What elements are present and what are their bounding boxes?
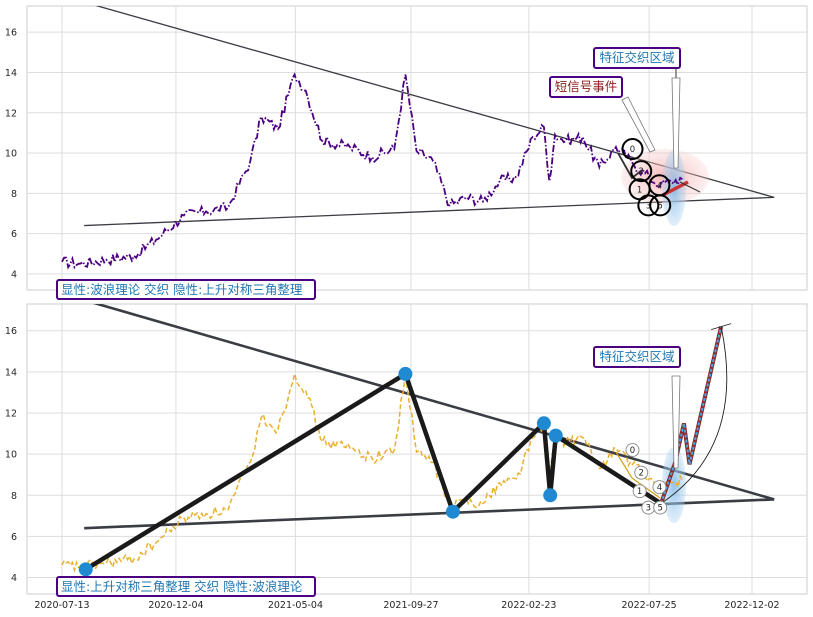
x-tick-label: 2022-02-23 xyxy=(501,600,556,611)
bottom-chart-panel: 4 6 8 10 12 14 16 0 2 13 4 5 特征交织区域 显性:上升对称三角整理 交织… xyxy=(5,303,808,611)
wave-circle-label: 3 xyxy=(646,201,651,211)
x-tick-label: 2020-12-04 xyxy=(148,600,203,611)
wave-circle-label: 2 xyxy=(639,469,644,479)
y-tick-label: 10 xyxy=(5,149,17,160)
y-tick-label: 6 xyxy=(11,532,17,543)
x-tick-label: 2021-05-04 xyxy=(268,600,323,611)
short-signal-label: 短信号事件 xyxy=(555,79,618,94)
y-tick-label: 16 xyxy=(5,326,17,337)
top-feature-zone-annotation: 特征交织区域 xyxy=(593,47,681,169)
bottom-feature-zone-label: 特征交织区域 xyxy=(599,349,674,364)
bottom-feature-zone xyxy=(662,447,686,523)
wave-circle-label: 2 xyxy=(639,167,644,177)
wave-circle-label: 5 xyxy=(658,504,663,514)
bottom-wave-circles: 0 2 13 4 5 xyxy=(625,443,668,515)
wave-circle-label: 4 xyxy=(657,483,662,493)
bottom-wave-path xyxy=(78,366,663,577)
wave-circle-0 xyxy=(625,443,640,457)
wave-circle-label: 3 xyxy=(646,504,651,514)
x-tick-label: 2020-07-13 xyxy=(34,600,89,611)
y-tick-label: 6 xyxy=(11,229,17,240)
wave-circle-0 xyxy=(621,138,644,161)
projection-cap xyxy=(711,323,732,331)
top-wave-circles: 0 2 134 5 xyxy=(621,138,672,217)
y-tick-label: 12 xyxy=(5,108,17,119)
bottom-gridlines xyxy=(27,304,807,594)
wave-node xyxy=(78,562,93,577)
projection-path xyxy=(660,326,723,504)
annotation-arrow xyxy=(621,96,656,153)
bottom-projection xyxy=(615,323,732,505)
wave-node xyxy=(536,416,551,431)
minor-wave-path xyxy=(615,451,661,499)
price-line xyxy=(61,373,684,573)
bottom-pattern-label: 显性:上升对称三角整理 交织 隐性:波浪理论 xyxy=(61,579,303,594)
top-pattern-annotation: 显性:波浪理论 交织 隐性:上升对称三角整理 xyxy=(56,279,316,300)
top-pattern-label: 显性:波浪理论 交织 隐性:上升对称三角整理 xyxy=(61,282,303,297)
y-tick-label: 10 xyxy=(5,450,17,461)
annotation-arrow xyxy=(671,375,681,469)
x-tick-label: 2022-12-02 xyxy=(724,600,779,611)
bottom-plot-area xyxy=(26,303,808,595)
wave-circle-3 xyxy=(637,194,660,217)
x-tick-label: 2022-07-25 xyxy=(622,600,677,611)
wave-circle-label: 0 xyxy=(630,145,635,155)
top-y-axis: 4 6 8 10 12 14 16 xyxy=(5,28,17,281)
y-tick-label: 4 xyxy=(11,269,17,280)
y-tick-label: 4 xyxy=(11,573,17,584)
wave-circle-5 xyxy=(653,500,668,515)
feature-zone-label: 特征交织区域 xyxy=(599,50,674,65)
wave-circle-label: 1 xyxy=(637,487,642,497)
y-tick-label: 14 xyxy=(5,367,17,378)
y-tick-label: 14 xyxy=(5,68,17,79)
wave-circle-5 xyxy=(649,194,672,217)
bottom-price-series xyxy=(61,373,684,573)
bottom-feature-zone-annotation: 特征交织区域 xyxy=(593,346,681,469)
price-line xyxy=(61,72,683,270)
blue-zone xyxy=(662,447,686,523)
short-arrow-tail xyxy=(679,181,701,193)
wave-circle-label: 5 xyxy=(658,201,663,211)
top-short-signal-annotation: 短信号事件 xyxy=(549,76,656,153)
wave-circle-2 xyxy=(630,160,653,183)
wave-circle-1 xyxy=(632,484,647,499)
wave-circle-label: 1 xyxy=(637,185,642,195)
x-axis: 2020-07-13 2020-12-04 2021-05-04 2021-09-27… xyxy=(34,600,779,611)
short-signal-path xyxy=(617,152,643,180)
bottom-pattern-annotation: 显性:上升对称三角整理 交织 隐性:波浪理论 xyxy=(56,576,316,597)
y-tick-label: 8 xyxy=(11,491,17,502)
top-price-series xyxy=(61,72,683,270)
wave-node xyxy=(445,504,460,519)
wave-node xyxy=(543,488,558,503)
wave-circle-label: 0 xyxy=(630,446,635,456)
top-gridlines xyxy=(27,6,807,290)
x-tick-label: 2021-09-27 xyxy=(383,600,438,611)
y-tick-label: 8 xyxy=(11,189,17,200)
bottom-y-axis: 4 6 8 10 12 14 16 xyxy=(5,326,17,584)
wave-circle-label: 4 xyxy=(657,181,662,191)
projection-arc xyxy=(660,326,728,504)
y-tick-label: 12 xyxy=(5,409,17,420)
wave-circle-2 xyxy=(634,465,649,480)
wave-circle-4 xyxy=(652,480,667,494)
upper-trendline xyxy=(92,304,775,501)
wave-node xyxy=(548,428,563,443)
y-tick-label: 16 xyxy=(5,28,17,39)
wave-node xyxy=(398,366,413,381)
